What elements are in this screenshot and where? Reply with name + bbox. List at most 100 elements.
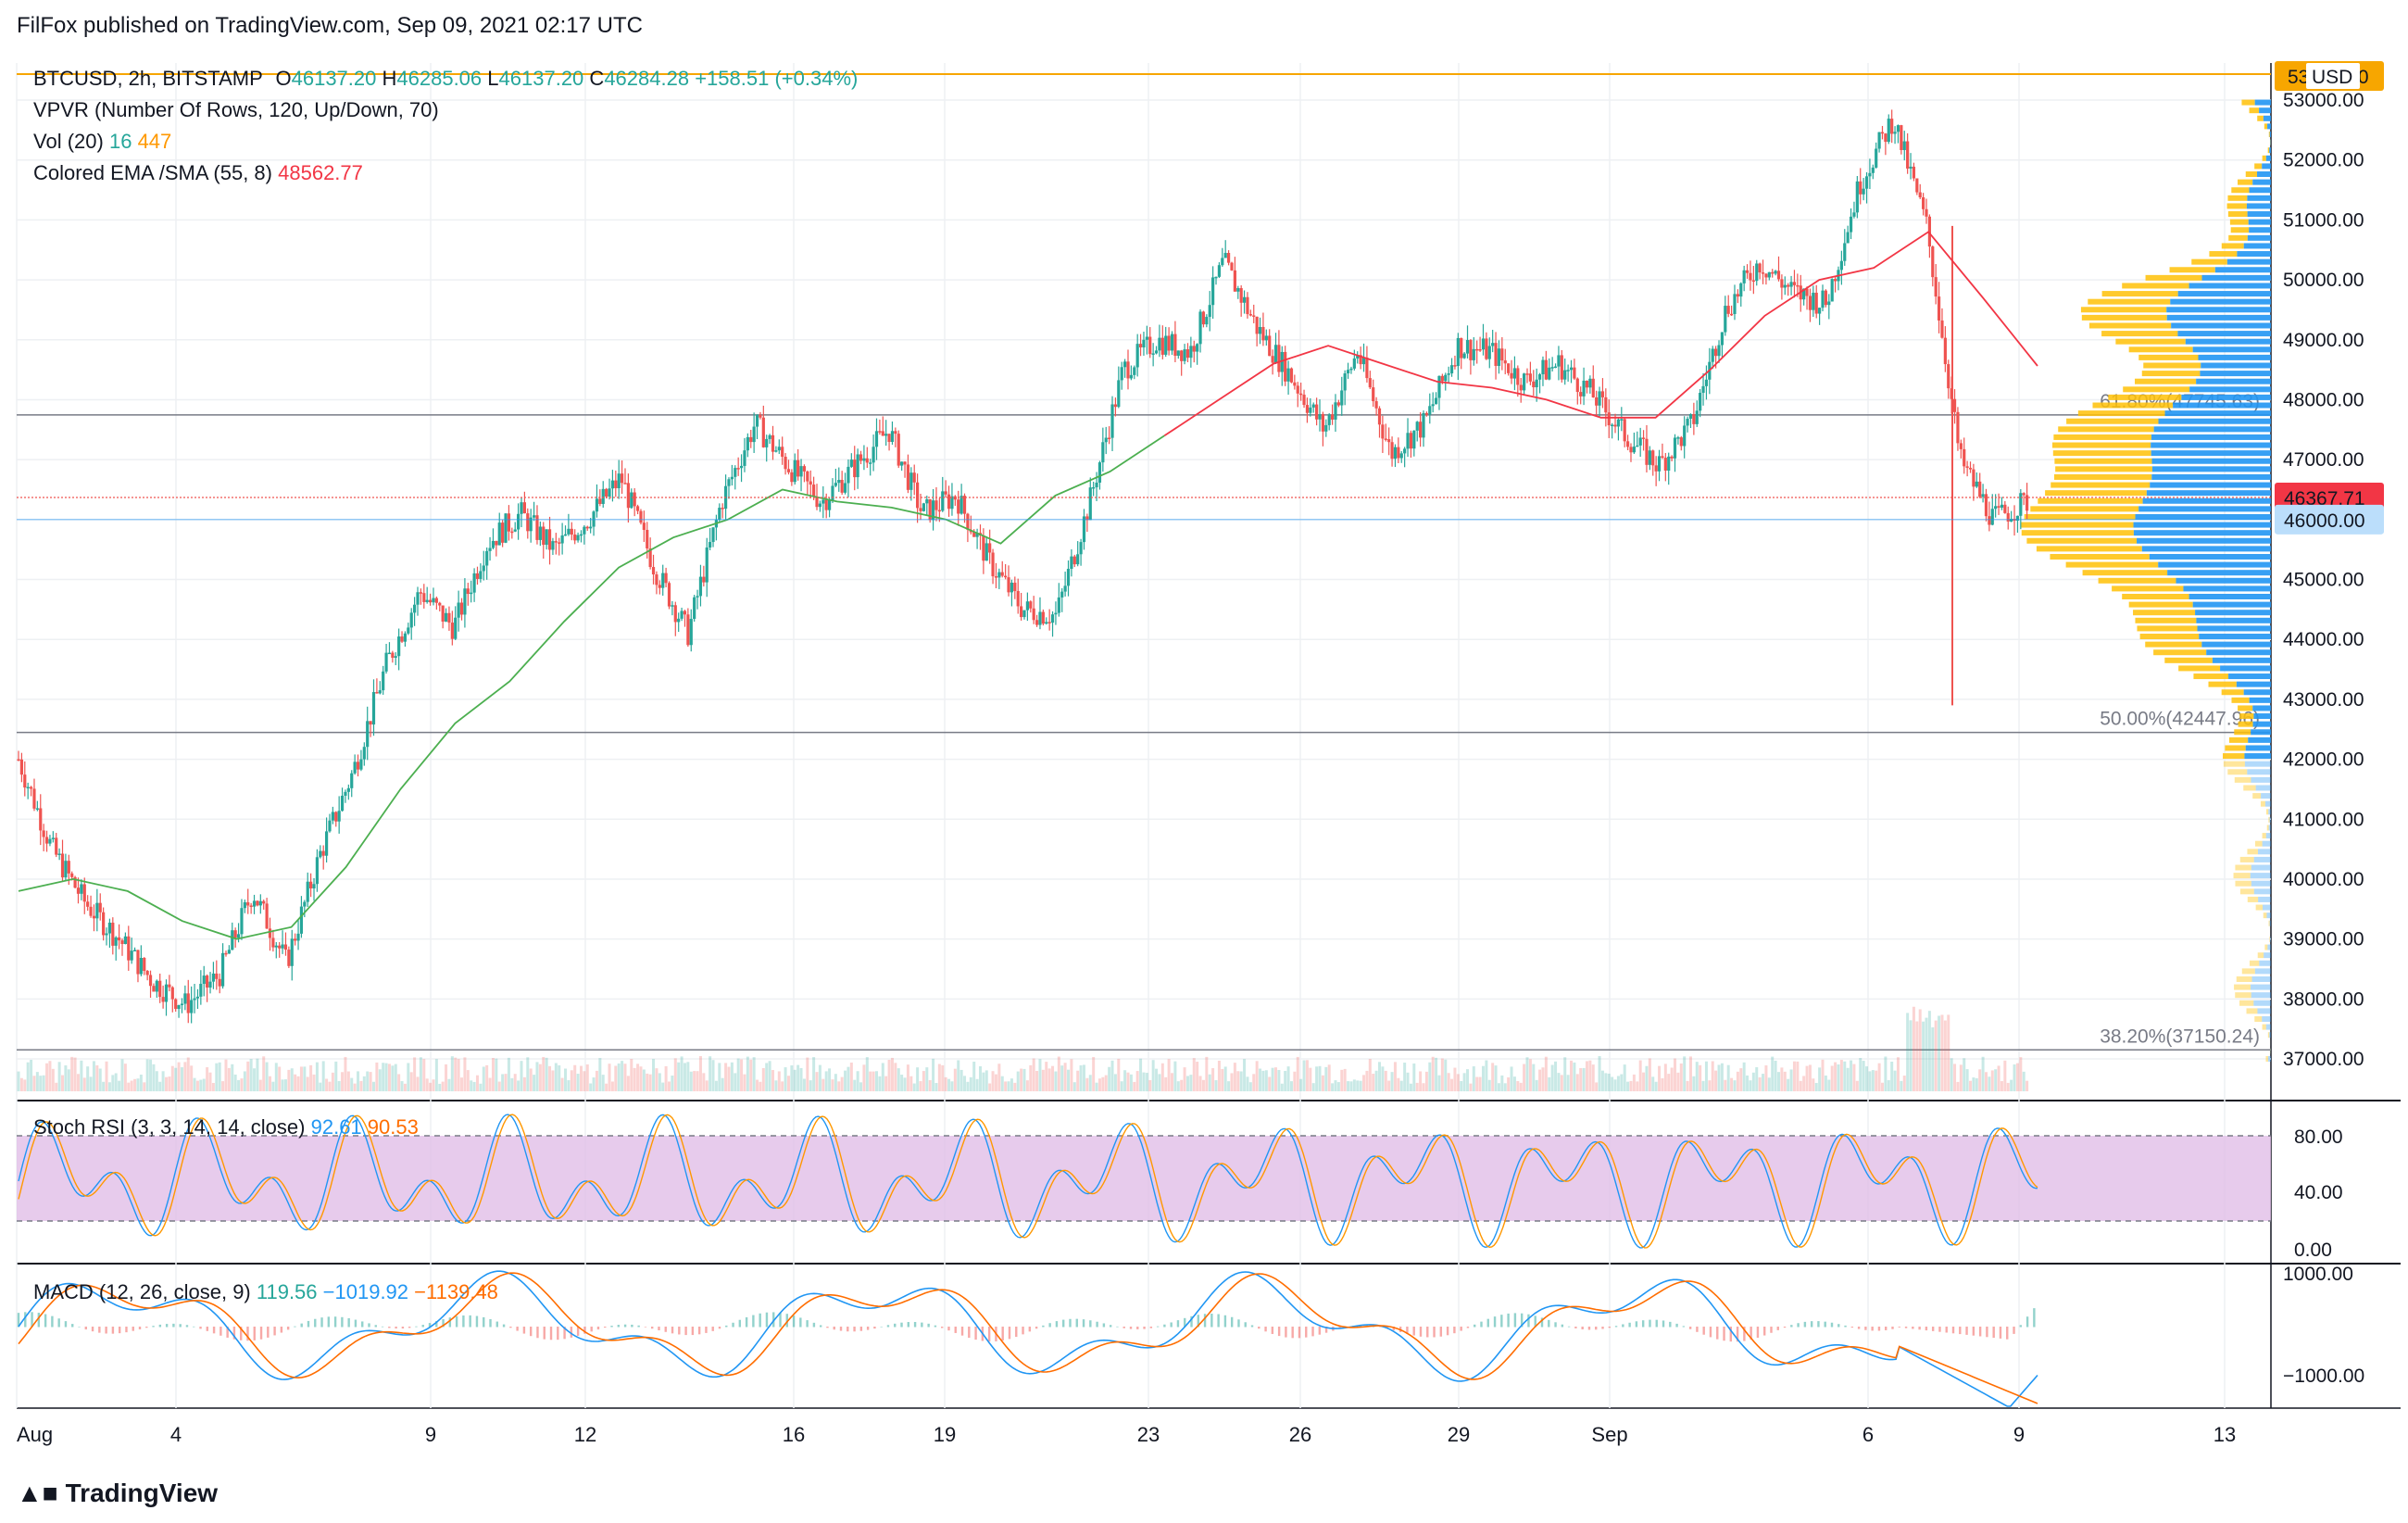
vpvr-bar-down (2227, 195, 2248, 201)
candle-body (450, 623, 454, 639)
fib-level-label: 61.80%(47745.63) (2100, 391, 2260, 412)
candle-body (1010, 582, 1014, 593)
candle-body (1198, 311, 1202, 345)
volume-bar (403, 1083, 407, 1091)
vpvr-bar-down (2235, 880, 2251, 887)
macd-hist-bar (563, 1327, 566, 1340)
volume-bar (98, 1068, 102, 1091)
change-value: +158.51 (+0.34%) (695, 67, 859, 90)
macd-hist-bar (987, 1327, 991, 1342)
macd-hist-bar (799, 1317, 802, 1328)
vpvr-bar-down (2265, 809, 2269, 815)
candle-body (1711, 348, 1714, 362)
macd-hist-bar (960, 1327, 964, 1336)
price-tick-label: 40000.00 (2283, 869, 2364, 890)
price-tick-label: 48000.00 (2283, 389, 2364, 410)
candle-body (1758, 263, 1762, 273)
volume-bar (765, 1063, 769, 1091)
candle-body (249, 905, 253, 907)
candle-body (784, 457, 787, 470)
vpvr-bar-down (2169, 267, 2215, 273)
volume-bar (1000, 1076, 1004, 1091)
volume-bar (92, 1061, 95, 1091)
candle-body (1582, 380, 1586, 396)
vpvr-bar-up (2151, 434, 2271, 440)
candle-body (1846, 232, 1850, 244)
vpvr-bar-down (2052, 450, 2151, 457)
volume-bar (1595, 1082, 1599, 1091)
macd-hist-bar (913, 1321, 917, 1328)
candle-body (447, 612, 451, 623)
candle-body (972, 532, 976, 537)
candle-body (1947, 364, 1950, 389)
candle-body (934, 500, 938, 510)
volume-bar (1185, 1076, 1189, 1091)
volume-bar (1095, 1082, 1098, 1091)
volume-bar (1611, 1076, 1614, 1091)
macd-hist-bar (509, 1327, 512, 1328)
candle-body (92, 915, 96, 919)
candle-body (1516, 368, 1520, 385)
candle-body (1022, 610, 1026, 618)
vpvr-bar-up (2251, 992, 2271, 999)
volume-bar (1491, 1063, 1495, 1091)
macd-hist-bar (395, 1327, 397, 1329)
macd-hist-bar (267, 1327, 270, 1338)
candle-body (1460, 337, 1463, 359)
volume-bar (1981, 1056, 1985, 1091)
candle-body (105, 933, 108, 936)
volume-bar (507, 1057, 510, 1091)
volume-bar (1623, 1064, 1626, 1091)
volume-bar (1736, 1071, 1739, 1091)
vpvr-bar-down (2193, 673, 2229, 680)
candle-body (1327, 414, 1331, 425)
candle-body (621, 473, 624, 484)
volume-bar (1651, 1076, 1655, 1091)
vpvr-bar-up (2167, 570, 2271, 576)
vpvr-bar-up (2196, 617, 2271, 623)
candle-body (635, 506, 640, 511)
volume-bar (246, 1061, 250, 1091)
candle-body (220, 952, 225, 987)
volume-bar (1746, 1075, 1750, 1091)
candle-body (642, 522, 646, 530)
macd-hist-bar (1540, 1317, 1544, 1328)
candle-body (215, 973, 219, 979)
candle-body (1736, 294, 1739, 297)
macd-hist-bar (1723, 1327, 1725, 1341)
candle-body (966, 513, 970, 530)
stoch-tick-label: 0.00 (2294, 1240, 2332, 1261)
candle-body (1868, 172, 1872, 177)
candle-body (1444, 374, 1448, 382)
footer-brand: TradingView (65, 1479, 219, 1507)
vpvr-bar-down (2241, 968, 2255, 975)
candle-body (1223, 253, 1227, 258)
volume-bar (1318, 1065, 1322, 1091)
vpvr-bar-down (2228, 736, 2249, 743)
volume-bar (963, 1076, 967, 1091)
volume-bar (1796, 1061, 1800, 1091)
volume-bar (413, 1057, 417, 1091)
volume-bar (158, 1081, 162, 1091)
volume-bar (1550, 1064, 1554, 1091)
volume-bar (1579, 1067, 1583, 1091)
candle-body (1233, 270, 1236, 292)
macd-hist-bar (347, 1317, 350, 1328)
candle-body (1880, 132, 1885, 134)
volume-bar (1113, 1074, 1117, 1091)
stoch-label: Stoch RSI (3, 3, 14, 14, close) (33, 1115, 306, 1139)
vpvr-bar-up (2261, 793, 2271, 799)
volume-bar (1510, 1066, 1513, 1091)
ema-value: 48562.77 (278, 161, 363, 184)
candle-body (1271, 356, 1274, 363)
vpvr-bar-down (2065, 561, 2159, 568)
vpvr-bar-down (2026, 537, 2138, 544)
candle-body (774, 450, 778, 452)
candle-body (1478, 349, 1482, 351)
vpvr-bar-up (2253, 1000, 2271, 1006)
candle-body (1070, 556, 1073, 570)
candle-body (834, 483, 837, 486)
volume-bar (1183, 1067, 1186, 1091)
candle-body (136, 950, 140, 975)
